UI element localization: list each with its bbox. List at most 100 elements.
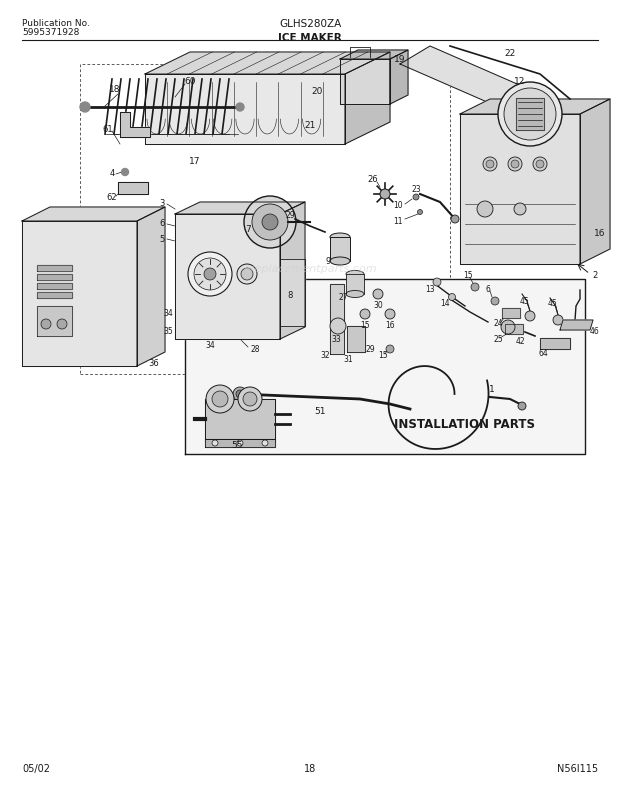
Bar <box>330 237 350 261</box>
Circle shape <box>508 157 522 171</box>
Polygon shape <box>37 292 72 298</box>
Text: 1: 1 <box>489 384 495 394</box>
Text: 22: 22 <box>505 49 516 59</box>
Text: 55: 55 <box>231 441 243 450</box>
Polygon shape <box>340 50 408 59</box>
Polygon shape <box>516 98 544 130</box>
Text: 18: 18 <box>304 764 316 774</box>
Circle shape <box>188 252 232 296</box>
Circle shape <box>525 311 535 321</box>
Text: 36: 36 <box>148 360 159 368</box>
Text: 23: 23 <box>411 186 421 195</box>
Text: 16: 16 <box>385 322 395 330</box>
Polygon shape <box>280 202 305 339</box>
Text: 28: 28 <box>250 345 260 353</box>
Text: 12: 12 <box>515 76 526 86</box>
Polygon shape <box>37 274 72 280</box>
Text: 2: 2 <box>592 272 597 280</box>
Circle shape <box>380 189 390 199</box>
Polygon shape <box>22 207 165 221</box>
Polygon shape <box>502 308 520 318</box>
Text: 15: 15 <box>463 272 473 280</box>
Text: 30: 30 <box>373 302 383 310</box>
Text: 45: 45 <box>519 296 529 306</box>
Polygon shape <box>205 439 275 447</box>
Circle shape <box>471 283 479 291</box>
Circle shape <box>386 345 394 353</box>
Text: 25: 25 <box>493 334 503 344</box>
Polygon shape <box>37 306 72 336</box>
Text: 26: 26 <box>368 175 378 184</box>
Text: 05/02: 05/02 <box>22 764 50 774</box>
Text: 45: 45 <box>548 299 558 309</box>
Circle shape <box>417 210 422 214</box>
Text: GLHS280ZA: GLHS280ZA <box>279 19 341 29</box>
Ellipse shape <box>346 271 364 277</box>
Text: ereplacementparts.com: ereplacementparts.com <box>243 264 377 274</box>
Text: N56I115: N56I115 <box>557 764 598 774</box>
Text: 8: 8 <box>287 291 293 300</box>
Circle shape <box>486 160 494 168</box>
Text: 5995371928: 5995371928 <box>22 28 79 37</box>
Polygon shape <box>505 324 523 334</box>
Polygon shape <box>205 399 275 439</box>
Polygon shape <box>137 207 165 366</box>
Circle shape <box>518 402 526 410</box>
Circle shape <box>237 440 243 446</box>
Circle shape <box>477 201 493 217</box>
Text: 13: 13 <box>425 284 435 294</box>
Circle shape <box>262 440 268 446</box>
Polygon shape <box>145 52 390 74</box>
Polygon shape <box>37 283 72 289</box>
Circle shape <box>243 392 257 406</box>
Polygon shape <box>345 52 390 144</box>
Circle shape <box>536 160 544 168</box>
Circle shape <box>41 319 51 329</box>
Circle shape <box>448 294 456 300</box>
Text: 15: 15 <box>378 352 388 360</box>
Circle shape <box>360 309 370 319</box>
Text: 14: 14 <box>440 299 450 309</box>
Polygon shape <box>185 279 585 454</box>
Polygon shape <box>347 326 365 352</box>
Circle shape <box>236 390 244 398</box>
Text: 60: 60 <box>184 76 196 86</box>
Circle shape <box>57 319 67 329</box>
Text: 33: 33 <box>331 334 341 344</box>
Polygon shape <box>22 221 137 366</box>
Text: 11: 11 <box>393 217 403 225</box>
Circle shape <box>236 103 244 111</box>
Text: 19: 19 <box>394 55 405 64</box>
Circle shape <box>212 391 228 407</box>
Text: 16: 16 <box>594 229 606 238</box>
Text: 64: 64 <box>538 349 548 359</box>
Text: 42: 42 <box>515 337 525 345</box>
Polygon shape <box>340 59 390 104</box>
Polygon shape <box>280 259 305 326</box>
Circle shape <box>80 102 90 112</box>
Text: 31: 31 <box>343 354 353 364</box>
Polygon shape <box>175 202 305 214</box>
Text: 3: 3 <box>159 199 165 209</box>
Bar <box>346 274 364 294</box>
Polygon shape <box>540 338 570 349</box>
Text: 35: 35 <box>163 327 173 337</box>
Circle shape <box>204 268 216 280</box>
Circle shape <box>330 318 346 334</box>
Text: 10: 10 <box>393 202 403 210</box>
Text: 9: 9 <box>326 256 330 265</box>
Text: 21: 21 <box>304 121 316 130</box>
Circle shape <box>212 440 218 446</box>
Circle shape <box>413 194 419 200</box>
Polygon shape <box>120 112 150 137</box>
Circle shape <box>385 309 395 319</box>
Text: 6: 6 <box>159 219 165 229</box>
Text: 62: 62 <box>107 192 117 202</box>
Circle shape <box>262 214 278 230</box>
Text: 20: 20 <box>311 87 322 95</box>
Circle shape <box>194 258 226 290</box>
Circle shape <box>122 168 128 175</box>
Circle shape <box>233 387 247 401</box>
Circle shape <box>514 203 526 215</box>
Text: 15: 15 <box>360 322 370 330</box>
